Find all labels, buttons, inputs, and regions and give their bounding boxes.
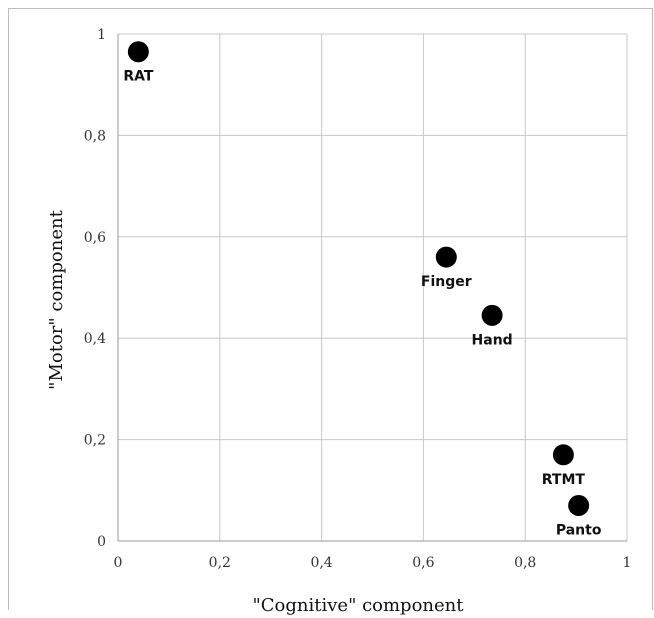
y-tick-label: 0,8 [84, 128, 106, 144]
grid-lines [117, 33, 628, 542]
point-rat [127, 41, 149, 63]
point-panto [568, 495, 590, 517]
point-label-hand: Hand [472, 332, 513, 348]
chart-frame [8, 8, 653, 610]
point-finger [435, 246, 457, 268]
y-tick-label: 0,6 [84, 230, 106, 246]
data-points: RAT Finger Hand RTMT Panto [123, 41, 602, 539]
point-hand [481, 304, 503, 326]
y-tick-labels: 0 0,2 0,4 0,6 0,8 1 [84, 27, 106, 550]
y-axis-title: "Motor" component [46, 209, 67, 389]
y-tick-label: 0,2 [84, 433, 106, 449]
x-axis-title: "Cognitive" component [253, 595, 465, 616]
x-tick-label: 1 [623, 555, 632, 571]
point-label-panto: Panto [556, 523, 602, 539]
x-tick-label: 0,6 [412, 555, 434, 571]
y-tick-label: 0 [97, 534, 106, 550]
x-tick-label: 0,2 [209, 555, 231, 571]
point-label-rtmt: RTMT [542, 472, 586, 488]
x-tick-label: 0,8 [514, 555, 536, 571]
axes [117, 34, 627, 542]
point-label-finger: Finger [421, 274, 472, 290]
y-tick-label: 1 [97, 27, 106, 43]
point-rtmt [552, 444, 574, 466]
point-label-rat: RAT [123, 69, 154, 85]
y-tick-label: 0,4 [84, 331, 106, 347]
x-tick-label: 0 [114, 555, 123, 571]
x-tick-labels: 0 0,2 0,4 0,6 0,8 1 [114, 555, 632, 571]
x-tick-label: 0,4 [310, 555, 332, 571]
